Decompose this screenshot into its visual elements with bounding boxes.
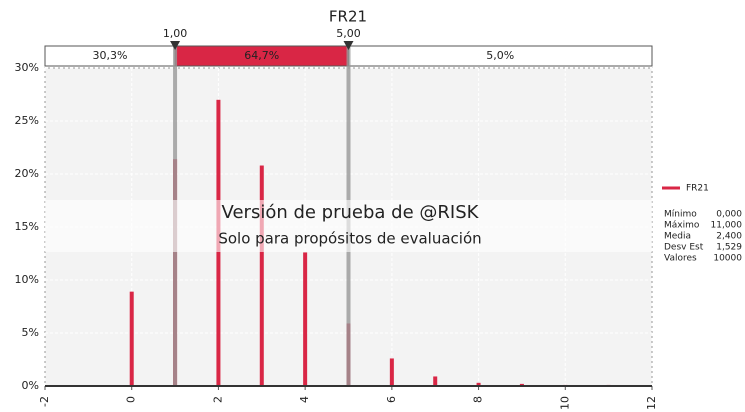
- watermark-text: Solo para propósitos de evaluación: [218, 230, 481, 248]
- bar: [519, 383, 524, 386]
- stat-label: Máximo: [664, 221, 700, 231]
- y-tick-label: 0%: [22, 379, 39, 392]
- y-tick-label: 5%: [22, 326, 39, 339]
- region-label: 5,0%: [486, 49, 514, 62]
- stat-value: 1,529: [716, 243, 742, 253]
- y-tick-label: 30%: [15, 61, 39, 74]
- watermark-text: Versión de prueba de @RISK: [222, 202, 480, 223]
- stat-label: Mínimo: [664, 210, 697, 220]
- bar: [433, 376, 438, 386]
- x-tick-label: -2: [38, 396, 51, 407]
- stat-value: 10000: [713, 254, 742, 264]
- legend-label: FR21: [686, 184, 709, 194]
- y-tick-label: 25%: [15, 114, 39, 127]
- delimiter-handle: [170, 41, 181, 50]
- bar: [303, 252, 308, 386]
- stat-label: Valores: [664, 254, 697, 264]
- x-tick-label: 2: [211, 396, 224, 403]
- stat-value: 11,000: [711, 221, 743, 231]
- stat-label: Media: [664, 232, 691, 242]
- bar: [389, 358, 394, 386]
- bar: [129, 291, 134, 386]
- stat-label: Desv Est: [664, 243, 704, 253]
- x-tick-label: 6: [385, 396, 398, 403]
- y-tick-label: 20%: [15, 167, 39, 180]
- y-tick-label: 15%: [15, 220, 39, 233]
- delimiter-label: 1,00: [163, 27, 188, 40]
- x-tick-label: 12: [645, 396, 658, 410]
- delimiter-label: 5,00: [336, 27, 361, 40]
- x-tick-label: 4: [298, 396, 311, 403]
- delimiter-handle: [343, 41, 354, 50]
- region-label: 64,7%: [244, 49, 279, 62]
- stat-value: 2,400: [716, 232, 742, 242]
- stat-value: 0,000: [716, 210, 742, 220]
- chart-title: FR21: [329, 8, 367, 26]
- y-tick-label: 10%: [15, 273, 39, 286]
- watermark-band: [45, 200, 652, 252]
- region-label: 30,3%: [93, 49, 128, 62]
- x-tick-label: 0: [125, 396, 138, 403]
- x-tick-label: 8: [472, 396, 485, 403]
- bar: [259, 165, 264, 386]
- x-tick-label: 10: [558, 396, 571, 410]
- bar: [476, 382, 481, 386]
